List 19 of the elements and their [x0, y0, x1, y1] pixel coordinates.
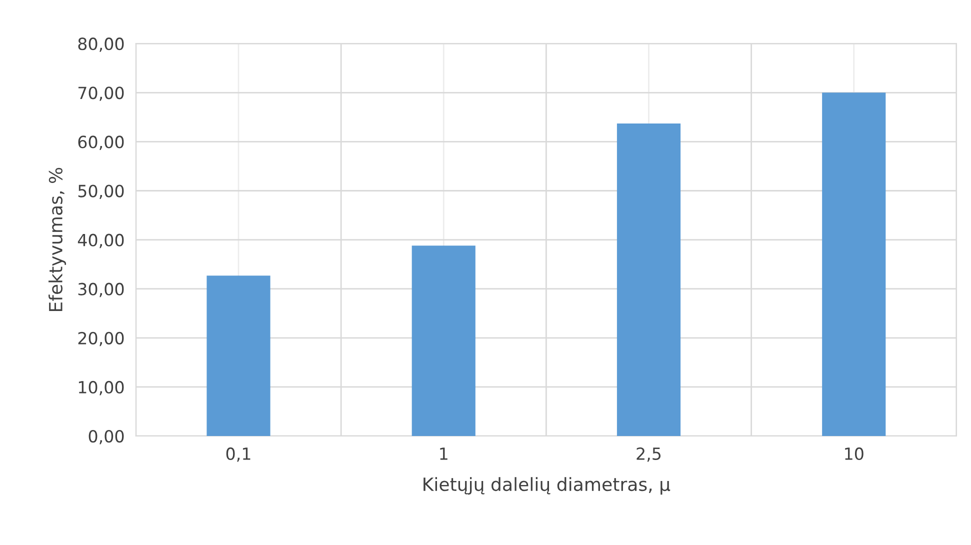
x-tick-label: 1 — [440, 448, 448, 460]
y-tick-label: 80,00 — [78, 38, 124, 52]
y-tick-label: 70,00 — [78, 86, 124, 101]
y-tick-label: 40,00 — [78, 234, 124, 248]
x-tick-label: 0,1 — [226, 447, 250, 462]
x-tick-label: 10 — [845, 447, 864, 460]
y-tick-label: 30,00 — [78, 282, 124, 298]
bar — [822, 92, 886, 436]
bar — [616, 124, 681, 436]
y-tick-label: 20,00 — [78, 332, 124, 346]
x-tick-label: 2,5 — [636, 447, 661, 462]
y-tick-label: 10,00 — [78, 380, 124, 396]
y-tick-label: 60,00 — [78, 136, 124, 150]
bar — [206, 276, 270, 436]
y-tick-label: 0,00 — [88, 430, 124, 444]
x-axis-title: Kietųjų dalelių diametras, μ — [424, 477, 670, 495]
y-axis-title: Efektyvumas, % — [48, 168, 66, 311]
bar — [412, 246, 476, 436]
y-tick-label: 50,00 — [78, 184, 124, 200]
